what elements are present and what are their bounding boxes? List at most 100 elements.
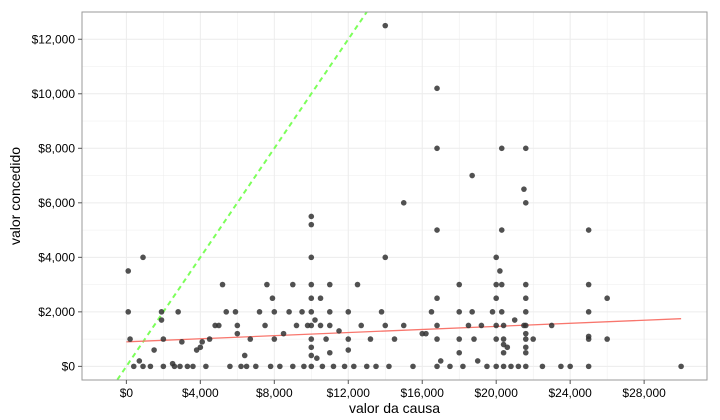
data-point — [345, 347, 352, 353]
data-point — [478, 322, 485, 329]
y-tick-label: $2,000 — [38, 305, 75, 319]
data-point — [125, 309, 132, 315]
data-point — [367, 336, 374, 342]
data-point — [497, 268, 503, 274]
data-point — [522, 330, 529, 337]
data-point — [336, 328, 342, 334]
data-point — [280, 330, 287, 337]
data-point — [326, 322, 333, 329]
x-tick-label: $4,000 — [182, 386, 219, 400]
data-point — [158, 309, 165, 315]
plot-panel-border — [81, 11, 708, 381]
data-point — [373, 363, 379, 370]
data-point — [456, 309, 463, 315]
y-axis-title: valor concedido — [7, 147, 23, 245]
data-point — [308, 322, 315, 329]
data-point — [428, 309, 435, 315]
data-points — [125, 22, 684, 370]
data-point — [500, 322, 507, 329]
data-point — [286, 309, 292, 315]
data-point — [493, 322, 500, 329]
data-point — [521, 186, 527, 192]
data-point — [434, 145, 440, 152]
data-point — [585, 336, 592, 342]
data-point — [351, 363, 357, 370]
data-point — [262, 322, 268, 329]
x-tick-label: $16,000 — [401, 386, 445, 400]
data-point — [256, 309, 263, 315]
data-point — [317, 322, 324, 329]
data-point — [341, 363, 348, 370]
data-point — [127, 336, 133, 342]
data-point — [243, 363, 250, 370]
data-point — [199, 339, 205, 345]
data-point — [125, 268, 132, 274]
data-point — [158, 317, 165, 323]
data-point — [456, 281, 463, 288]
data-point — [434, 295, 440, 302]
y-tick-label: $4,000 — [38, 250, 75, 264]
data-point — [319, 363, 326, 370]
data-point — [522, 200, 529, 206]
data-point — [293, 322, 300, 329]
data-point — [539, 363, 546, 370]
data-point — [179, 339, 185, 345]
data-point — [289, 281, 296, 288]
data-point — [308, 344, 315, 351]
data-point — [175, 309, 181, 315]
data-point — [456, 336, 463, 342]
data-point — [232, 309, 239, 315]
grid — [82, 12, 707, 380]
data-point — [585, 281, 592, 288]
data-point — [522, 281, 529, 288]
data-point — [437, 358, 444, 364]
data-point — [345, 336, 352, 342]
data-point — [522, 363, 529, 370]
data-point — [330, 363, 337, 370]
data-point — [234, 322, 241, 329]
data-point — [136, 358, 143, 364]
y-tick-label: $6,000 — [38, 196, 75, 210]
data-point — [456, 349, 463, 356]
data-point — [434, 322, 440, 329]
data-point — [177, 363, 183, 370]
data-point — [493, 254, 500, 261]
data-point — [498, 281, 505, 288]
data-point — [264, 281, 270, 288]
data-point — [301, 363, 307, 370]
x-tick-label: $12,000 — [327, 386, 371, 400]
reference-lines — [115, 12, 682, 380]
data-point — [197, 344, 204, 351]
data-point — [500, 349, 507, 356]
data-point — [326, 281, 333, 288]
x-tick-label: $20,000 — [475, 386, 519, 400]
data-point — [391, 336, 398, 342]
data-point — [522, 295, 529, 302]
data-point — [498, 309, 505, 315]
data-point — [400, 322, 407, 329]
data-point — [314, 355, 320, 361]
data-point — [160, 336, 167, 342]
data-point — [223, 309, 230, 315]
data-point — [548, 322, 555, 329]
data-point — [469, 172, 475, 179]
data-point — [323, 336, 329, 342]
plot-background — [82, 12, 707, 380]
data-point — [498, 227, 505, 233]
data-point — [234, 330, 241, 337]
data-point — [585, 309, 592, 315]
data-point — [447, 363, 453, 370]
data-point — [140, 363, 146, 370]
data-point — [498, 145, 505, 152]
data-point — [326, 309, 333, 315]
data-point — [678, 363, 684, 370]
data-point — [474, 358, 481, 364]
data-point — [585, 363, 592, 370]
data-point — [267, 363, 274, 370]
y-tick-label: $10,000 — [32, 87, 76, 101]
data-point — [269, 295, 276, 302]
data-point — [378, 309, 385, 315]
x-axis-ticks: $0 $4,000 $8,000 $12,000 $16,000 $20,000 $24,0… — [120, 380, 666, 400]
data-point — [471, 336, 477, 342]
